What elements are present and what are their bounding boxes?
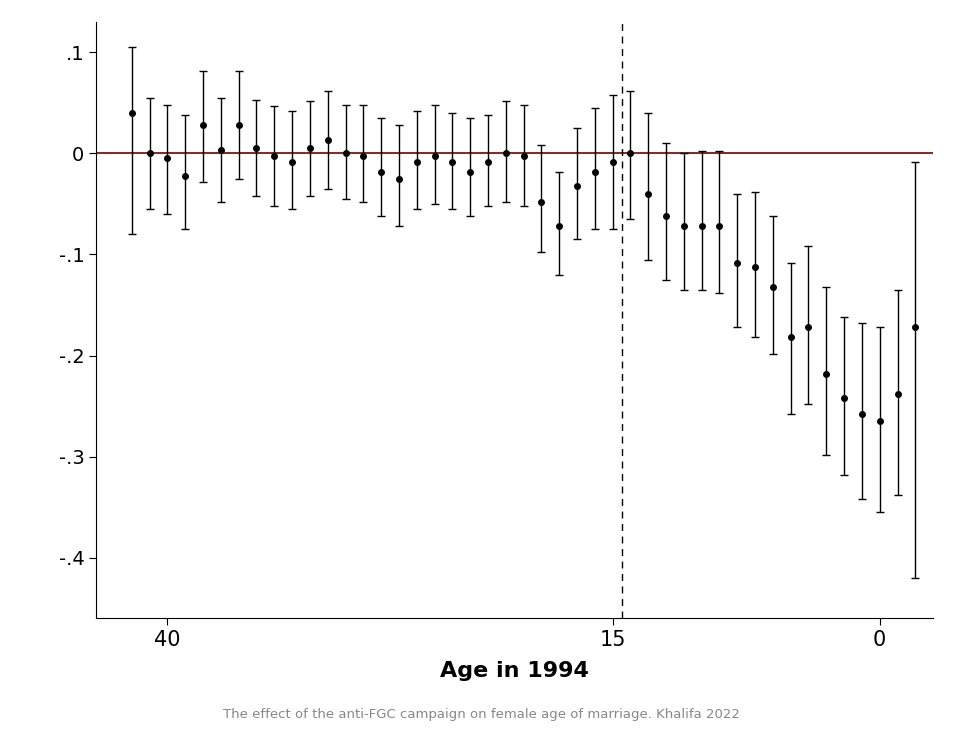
X-axis label: Age in 1994: Age in 1994 xyxy=(440,661,588,681)
Text: The effect of the anti-FGC campaign on female age of marriage. Khalifa 2022: The effect of the anti-FGC campaign on f… xyxy=(222,708,739,721)
